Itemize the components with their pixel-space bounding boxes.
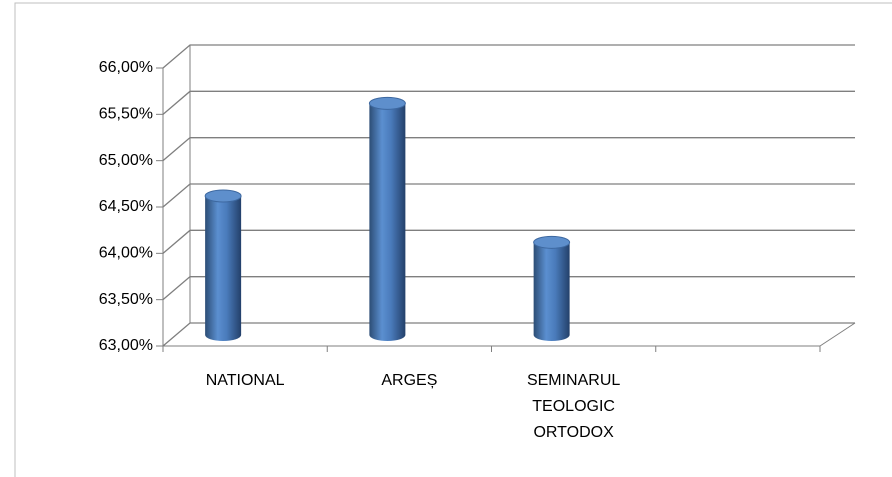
grid-line <box>162 137 855 162</box>
y-tick-label: 64,50% <box>99 198 153 215</box>
grid-line <box>162 276 855 301</box>
bar-body <box>533 242 570 341</box>
bar-top <box>533 235 571 249</box>
grid-line <box>162 229 855 254</box>
bar-top <box>368 96 406 110</box>
grid-line <box>162 183 855 208</box>
floor-right <box>819 322 856 347</box>
grid-line <box>162 44 855 69</box>
y-tick-label: 64,00% <box>99 245 153 262</box>
x-tick-label: SEMINARUL TEOLOGIC ORTODOX <box>526 372 621 441</box>
bar <box>368 96 406 341</box>
y-tick-label: 63,50% <box>99 291 153 308</box>
y-tick-label: 66,00% <box>99 59 153 76</box>
y-tick-label: 65,00% <box>99 152 153 169</box>
bar <box>533 235 571 341</box>
bar-top <box>204 189 242 203</box>
bar <box>204 189 242 341</box>
bar-body <box>369 103 406 341</box>
bar-body <box>205 196 242 341</box>
x-tick-label: NATIONAL <box>205 372 285 389</box>
grid-line <box>162 322 855 347</box>
chart-border <box>14 2 892 477</box>
x-tick-label: ARGEȘ <box>381 372 438 389</box>
y-tick-label: 63,00% <box>99 337 153 354</box>
grid-line <box>162 90 855 115</box>
y-tick-label: 65,50% <box>99 106 153 123</box>
